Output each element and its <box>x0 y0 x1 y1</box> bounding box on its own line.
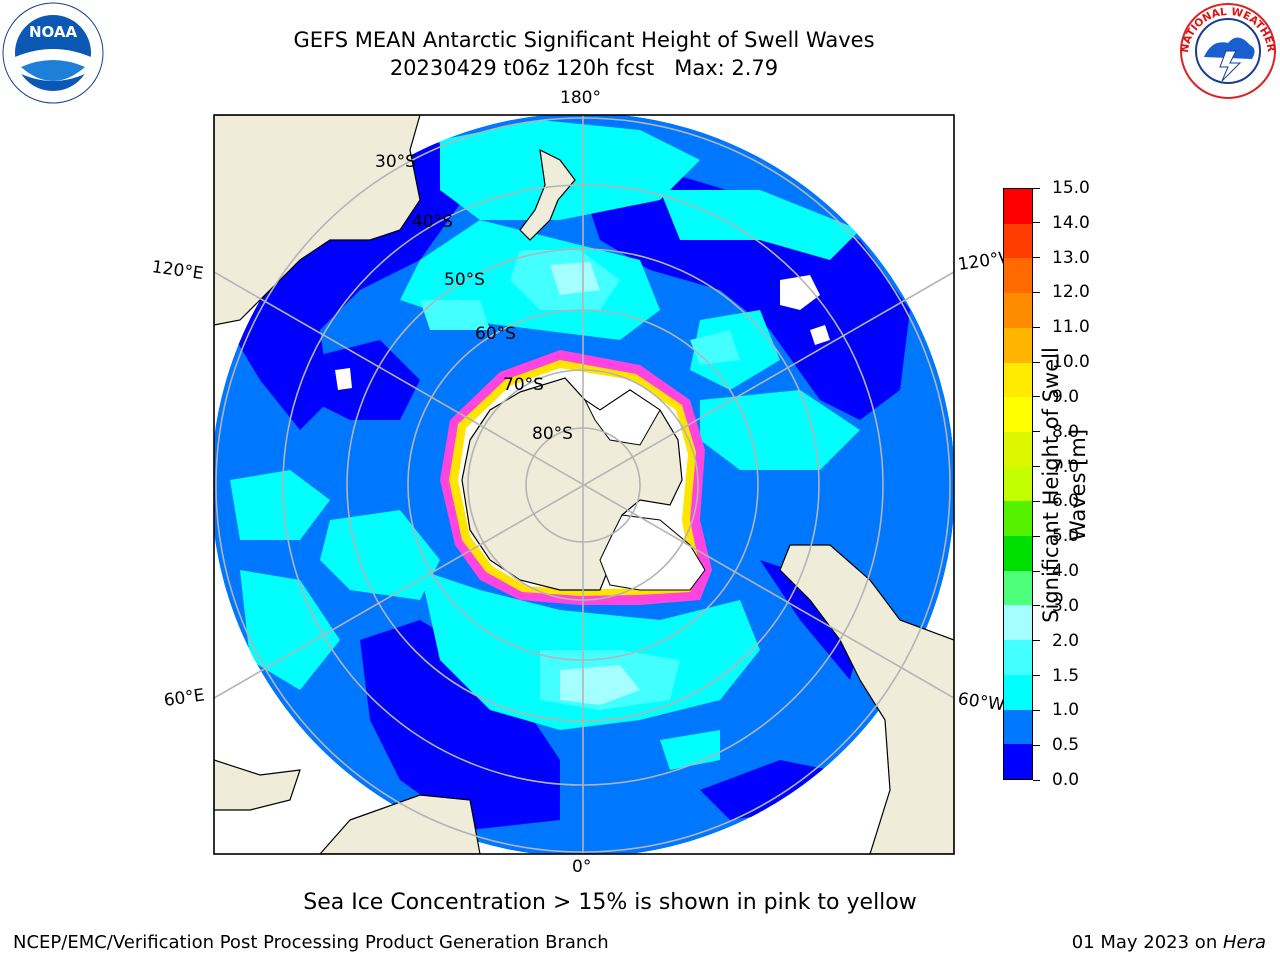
colorbar-segment <box>1004 466 1032 502</box>
colorbar-tick <box>1033 326 1040 328</box>
footer-machine: Hera <box>1222 932 1266 953</box>
colorbar-segment <box>1004 397 1032 432</box>
colorbar-segment <box>1004 189 1032 224</box>
australia-land <box>214 115 421 326</box>
colorbar-segment <box>1004 744 1032 779</box>
ice-patch <box>810 325 830 345</box>
svg-text:NOAA: NOAA <box>29 23 78 41</box>
colorbar-tick <box>1033 222 1040 224</box>
map-frame <box>213 114 955 855</box>
peak-swell-region <box>550 262 600 295</box>
colorbar-segment <box>1004 709 1032 745</box>
footer-date-text: 01 May 2023 on <box>1071 932 1223 953</box>
lat-label-80S: 80°S <box>532 424 573 444</box>
colorbar-tick-label: 1.5 <box>1052 665 1080 686</box>
colorbar-tick-label: 3.0 <box>1052 595 1080 616</box>
colorbar-tick-label: 8.0 <box>1052 421 1080 442</box>
noaa-logo: NOAA <box>2 2 104 104</box>
colorbar-tick <box>1033 500 1040 502</box>
colorbar-tick-label: 0.0 <box>1052 770 1080 790</box>
lon-label-180: 180° <box>560 88 601 108</box>
low-swell-region <box>360 620 560 830</box>
high-swell-region <box>420 300 490 330</box>
colorbar-segment <box>1004 640 1032 675</box>
lat-label-70S: 70°S <box>503 375 544 395</box>
south-america-land <box>779 544 954 854</box>
chart-subtitle: 20230429 t06z 120h fcst Max: 2.79 <box>389 56 779 80</box>
mid-swell-region <box>700 390 860 470</box>
colorbar-tick <box>1033 535 1040 537</box>
chart-title: GEFS MEAN Antarctic Significant Height o… <box>293 28 875 52</box>
sea-ice-note: Sea Ice Concentration > 15% is shown in … <box>303 890 917 915</box>
colorbar-segment <box>1004 431 1032 467</box>
colorbar-tick-label: 4.0 <box>1052 561 1080 582</box>
colorbar <box>1003 188 1033 780</box>
colorbar-tick-label: 2.0 <box>1052 630 1080 651</box>
colorbar-tick <box>1033 640 1040 642</box>
footer-date: 01 May 2023 on Hera <box>1072 932 1266 953</box>
colorbar-tick-label: 9.0 <box>1052 386 1080 407</box>
ice-patch <box>780 275 820 310</box>
colorbar-segment <box>1004 223 1032 259</box>
colorbar-label: Significant Height of Swell Waves [m] <box>1039 347 1090 623</box>
colorbar-segment <box>1004 258 1032 294</box>
colorbar-tick-label: 12.0 <box>1052 282 1090 303</box>
peak-swell-region <box>560 665 640 705</box>
colorbar-tick <box>1033 466 1040 468</box>
lat-label-40S: 40°S <box>412 212 453 232</box>
colorbar-tick <box>1033 779 1040 781</box>
footer-credit: NCEP/EMC/Verification Post Processing Pr… <box>13 932 609 953</box>
colorbar-segment <box>1004 327 1032 363</box>
colorbar-segment <box>1004 293 1032 328</box>
weddell-ice-shelf <box>599 514 706 591</box>
colorbar-segment <box>1004 605 1032 641</box>
colorbar-tick-label: 13.0 <box>1052 247 1090 268</box>
nws-logo: NATIONAL WEATHER SERVICE <box>1176 1 1277 99</box>
colorbar-segment <box>1004 362 1032 398</box>
mid-swell-region <box>660 730 720 770</box>
lat-label-30S: 30°S <box>375 152 416 172</box>
colorbar-tick-label: 15.0 <box>1052 178 1090 198</box>
ice-patch <box>335 368 352 390</box>
colorbar-segment <box>1004 674 1032 710</box>
lon-label-0: 0° <box>572 857 592 877</box>
colorbar-tick-label: 7.0 <box>1052 456 1080 477</box>
colorbar-tick <box>1033 187 1040 189</box>
lat-label-60S: 60°S <box>475 324 516 344</box>
colorbar-tick <box>1033 396 1040 398</box>
colorbar-tick <box>1033 709 1040 711</box>
new-zealand-land <box>519 148 576 241</box>
colorbar-tick-label: 0.5 <box>1052 735 1080 756</box>
colorbar-tick <box>1033 570 1040 572</box>
colorbar-tick <box>1033 257 1040 259</box>
colorbar-tick-label: 14.0 <box>1052 212 1090 233</box>
low-swell-region <box>300 340 420 420</box>
colorbar-tick <box>1033 605 1040 607</box>
colorbar-tick <box>1033 431 1040 433</box>
colorbar-segment <box>1004 536 1032 571</box>
africa-land <box>214 759 301 811</box>
colorbar-tick-label: 6.0 <box>1052 491 1080 512</box>
low-swell-region <box>760 560 860 680</box>
graticule <box>214 115 954 854</box>
colorbar-segment <box>1004 570 1032 606</box>
africa-land <box>319 794 481 854</box>
colorbar-tick <box>1033 291 1040 293</box>
colorbar-tick-label: 1.0 <box>1052 700 1080 721</box>
mid-swell-region <box>230 470 330 540</box>
colorbar-tick-label: 5.0 <box>1052 526 1080 547</box>
colorbar-tick <box>1033 361 1040 363</box>
colorbar-segment <box>1004 501 1032 537</box>
colorbar-tick <box>1033 675 1040 677</box>
meridian-60E-120W <box>214 271 954 699</box>
mid-swell-region <box>660 190 860 260</box>
mid-swell-region <box>320 510 440 600</box>
colorbar-tick-label: 11.0 <box>1052 317 1090 338</box>
mid-swell-region <box>240 570 340 690</box>
colorbar-tick <box>1033 744 1040 746</box>
lat-label-50S: 50°S <box>444 270 485 290</box>
colorbar-tick-label: 10.0 <box>1052 352 1090 373</box>
